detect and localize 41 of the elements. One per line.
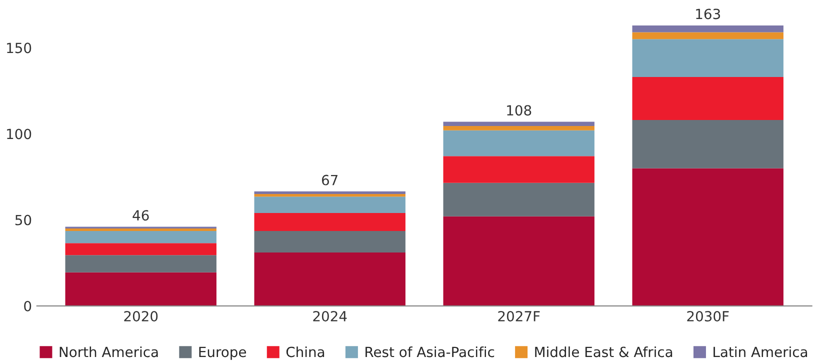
bar	[254, 191, 406, 194]
y-tick-label: 150	[7, 42, 32, 54]
total-label: 108	[507, 105, 532, 116]
legend-label: Europe	[199, 346, 246, 360]
bar	[254, 231, 406, 253]
bar	[65, 228, 216, 232]
bar	[632, 39, 784, 77]
bar	[443, 126, 594, 130]
y-tick-label: 50	[15, 214, 32, 226]
bar	[65, 243, 216, 256]
bar	[254, 196, 406, 213]
y-tick-label: 0	[24, 300, 32, 312]
x-tick-label: 2030F	[687, 310, 729, 322]
total-label: 67	[322, 174, 338, 186]
total-label: 163	[696, 8, 720, 20]
bar	[443, 156, 594, 183]
y-tick-label: 100	[7, 128, 32, 140]
bar	[443, 122, 594, 126]
bar	[632, 25, 784, 32]
legend-label: Latin America	[714, 346, 808, 358]
x-tick-label: 2024	[313, 310, 347, 322]
bar	[632, 120, 784, 168]
bar	[632, 168, 784, 306]
bar	[65, 255, 216, 272]
x-tick-label: 2020	[124, 310, 158, 322]
bar	[443, 216, 594, 306]
bar	[254, 252, 406, 306]
legend-label: China	[286, 346, 324, 358]
bar	[632, 76, 784, 120]
bar	[443, 130, 594, 156]
bar	[65, 231, 216, 244]
bar	[632, 32, 784, 40]
x-tick-label: 2027F	[498, 310, 540, 322]
bar	[65, 272, 216, 306]
legend-label: North America	[60, 346, 158, 358]
total-label: 46	[132, 210, 149, 221]
legend-label: Rest of Asia-Pacific	[366, 346, 494, 358]
legend-label: Middle East & Africa	[535, 346, 672, 358]
bar	[254, 194, 406, 197]
bar	[443, 182, 594, 216]
bar	[254, 212, 406, 232]
